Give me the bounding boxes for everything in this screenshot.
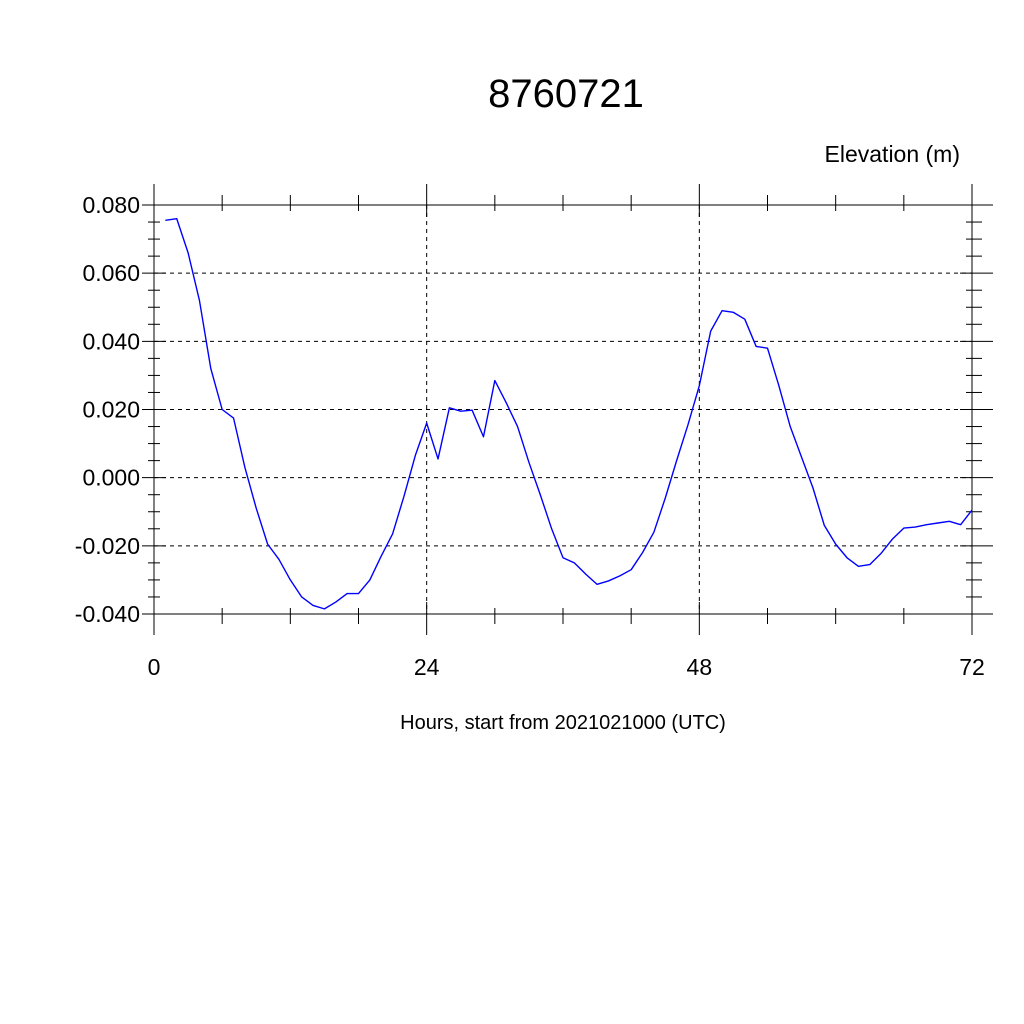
x-tick-label: 0 bbox=[148, 654, 161, 680]
x-tick-label: 72 bbox=[959, 654, 985, 680]
series-layer bbox=[165, 217, 973, 610]
chart-title: 8760721 bbox=[488, 72, 644, 116]
x-tick-label: 24 bbox=[414, 654, 440, 680]
y-tick-label: 0.000 bbox=[82, 465, 140, 491]
y-tick-label: 0.080 bbox=[82, 192, 140, 218]
x-tick-labels: 0 24 48 72 bbox=[148, 654, 985, 680]
y-tick-label: 0.060 bbox=[82, 260, 140, 286]
grid-lines bbox=[154, 204, 972, 614]
y-tick-label: -0.040 bbox=[75, 601, 140, 627]
x-axis-label: Hours, start from 2021021000 (UTC) bbox=[400, 712, 726, 734]
series-line bbox=[165, 217, 973, 610]
y-axis-label: Elevation (m) bbox=[825, 141, 960, 167]
y-tick-labels: 0.080 0.060 0.040 0.020 0.000 -0.020 -0.040 bbox=[75, 192, 140, 627]
y-tick-label: 0.040 bbox=[82, 328, 140, 354]
x-tick-label: 48 bbox=[687, 654, 713, 680]
plot-frame bbox=[153, 204, 973, 615]
y-tick-label: 0.020 bbox=[82, 397, 140, 423]
y-tick-label: -0.020 bbox=[75, 533, 140, 559]
